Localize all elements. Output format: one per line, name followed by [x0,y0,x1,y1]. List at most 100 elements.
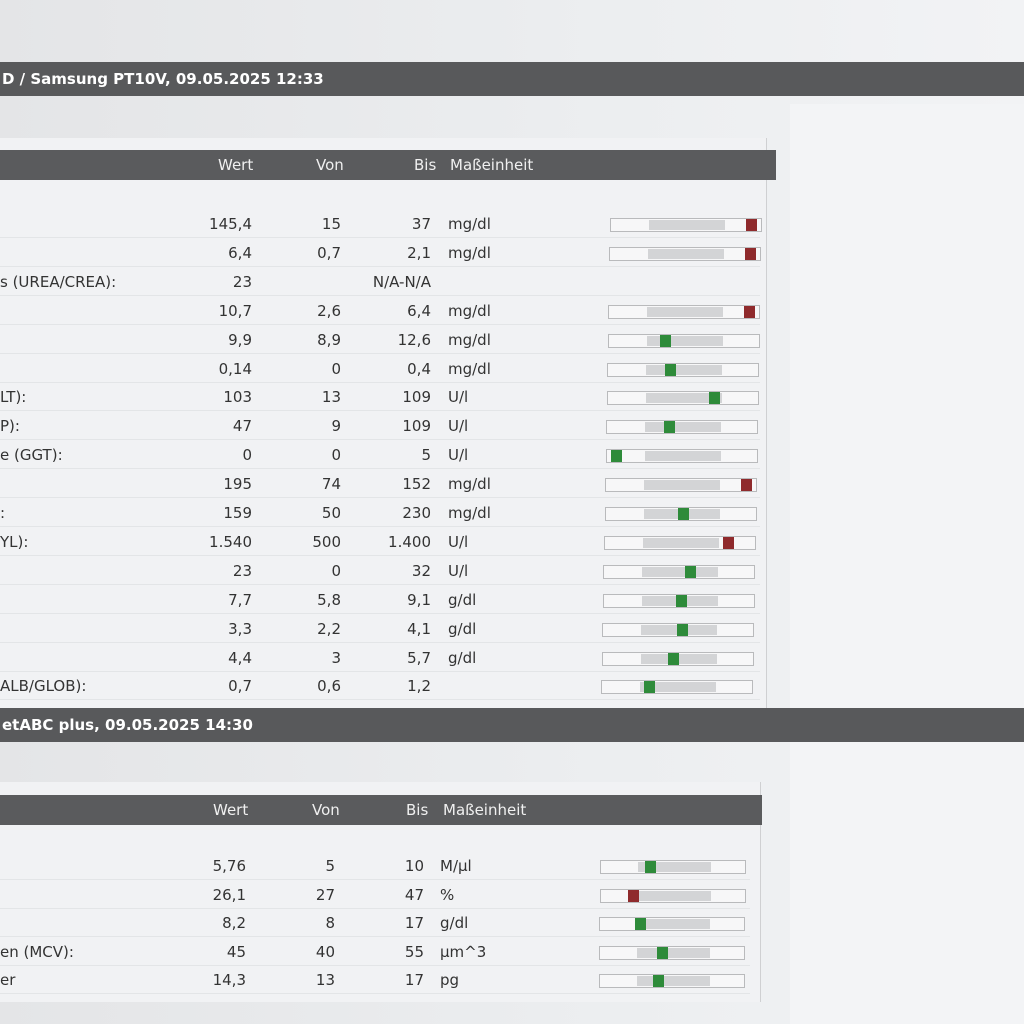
cell-bis: 6,4 [407,301,431,320]
cell-label: LT): [0,388,27,407]
cell-von: 40 [315,942,335,961]
hematology-table-header: Wert Von Bis Maßeinheit [0,795,762,825]
chemistry-table-header: Wert Von Bis Maßeinheit [0,150,776,180]
cell-von: 0,7 [317,243,341,262]
reference-range-band [637,947,711,958]
cell-wert: 0,7 [228,677,252,696]
table-row: LT): 103 13 109 U/l [0,383,770,411]
cell-wert: 23 [232,272,252,291]
reference-range-band [646,364,723,375]
table-row: 145,4 15 37 mg/dl [0,210,770,238]
cell-label: P): [0,417,20,436]
cell-von: 0,6 [317,677,341,696]
value-marker [664,421,676,434]
value-marker [645,861,656,873]
cell-label: : [0,504,6,522]
range-indicator-bar [607,362,760,377]
range-indicator-bar [601,680,754,695]
cell-wert: 9,9 [228,330,252,349]
cell-von: 13 [315,971,335,989]
row-divider [0,583,760,585]
header-wert: Wert [218,156,254,174]
cell-bis: 17 [404,914,424,932]
row-divider [0,497,760,499]
cell-unit: mg/dl [448,504,491,522]
cell-unit: U/l [448,561,469,580]
right-background-panel [790,104,1024,1024]
range-indicator-bar [603,564,756,579]
cell-von: 13 [321,388,341,407]
table-row: P): 47 9 109 U/l [0,412,770,440]
cell-unit: g/dl [448,648,477,667]
cell-unit: pg [440,971,460,989]
cell-unit: mg/dl [448,243,491,262]
cell-unit: % [440,885,455,904]
value-marker [657,946,669,959]
row-divider [0,699,760,701]
row-divider [0,352,760,354]
cell-bis: 37 [411,215,431,233]
cell-bis: 1.400 [388,532,431,551]
table-row: 9,9 8,9 12,6 mg/dl [0,326,770,354]
cell-wert: 14,3 [212,971,246,989]
reference-range-band [645,422,722,433]
reference-range-band [644,451,721,462]
range-indicator-bar [606,420,759,435]
table-row: s (UREA/CREA): 23 N/A-N/A [0,268,770,296]
cell-unit: mg/dl [448,330,491,349]
cell-unit: g/dl [448,590,477,609]
range-indicator-bar [608,304,761,319]
value-marker [746,219,757,231]
cell-label: en (MCV): [0,942,74,961]
row-divider [0,526,760,527]
header-von: Von [312,801,340,819]
table-row: er 14,3 13 17 pg [0,966,760,994]
cell-wert: 23 [232,561,252,580]
cell-von: 3 [331,648,341,667]
row-divider [0,936,750,937]
cell-von: 2,2 [317,619,341,638]
cell-von: 5 [325,857,335,875]
row-divider [0,993,750,994]
reference-range-band [637,890,711,901]
value-marker [722,536,734,549]
cell-unit: g/dl [440,914,469,932]
row-divider [0,964,750,966]
reference-range-band [645,393,722,404]
row-divider [0,294,760,296]
reference-range-band [637,919,711,929]
range-indicator-bar [602,593,755,608]
value-marker [744,305,756,318]
cell-label: YL): [0,532,29,551]
row-divider [0,612,760,614]
row-divider [0,265,760,267]
cell-label: ALB/GLOB): [0,677,87,696]
range-indicator-bar [600,860,746,874]
reference-range-band [640,682,717,693]
row-divider [0,879,750,880]
reference-range-band [640,653,717,664]
cell-wert: 5,76 [212,857,246,875]
cell-wert: 7,7 [228,590,252,609]
cell-bis: 0,4 [407,359,431,378]
cell-wert: 45 [226,942,246,961]
value-marker [610,450,622,463]
cell-bis: 2,1 [407,243,431,262]
cell-wert: 8,2 [222,914,246,932]
table-row: 26,1 27 47% [0,881,760,909]
cell-wert: 26,1 [212,885,246,904]
cell-unit: U/l [448,446,469,465]
table-row: 195 74 152 mg/dl [0,470,770,498]
value-marker [745,247,757,260]
cell-bis: 55 [404,942,424,961]
value-marker [635,918,647,930]
table-row: en (MCV): 45 40 55 µm^3 [0,938,760,966]
cell-bis: 17 [404,971,424,989]
cell-unit: mg/dl [448,301,491,320]
cell-unit: U/l [448,388,469,407]
cell-unit: µm^3 [440,942,487,961]
header-unit: Maßeinheit [450,156,534,174]
row-divider [0,237,760,238]
cell-wert: 103 [223,388,252,407]
cell-unit: mg/dl [448,475,491,494]
